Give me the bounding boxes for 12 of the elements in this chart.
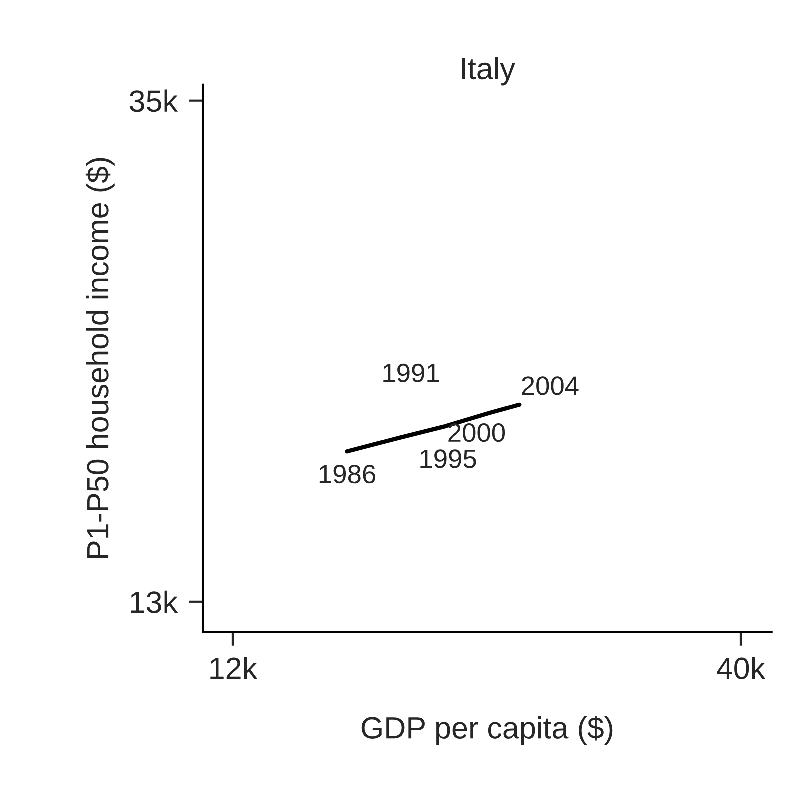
chart-title: Italy — [462, 57, 516, 86]
annotation: 2004 — [522, 376, 579, 396]
y-tick-label: 35k — [130, 90, 178, 112]
y-tick-label: 13k — [131, 590, 178, 614]
annotation: 1986 — [320, 465, 376, 484]
x-tick-label: 12k — [210, 656, 258, 680]
y-axis-title: P1-P50 household income ($) — [86, 158, 115, 558]
annotation: 1991 — [384, 364, 440, 383]
x-axis-title: GDP per capita ($) — [362, 716, 613, 745]
annotation: 2000 — [448, 424, 506, 442]
annotation: 1995 — [420, 450, 476, 468]
x-tick-label: 40k — [717, 656, 766, 680]
